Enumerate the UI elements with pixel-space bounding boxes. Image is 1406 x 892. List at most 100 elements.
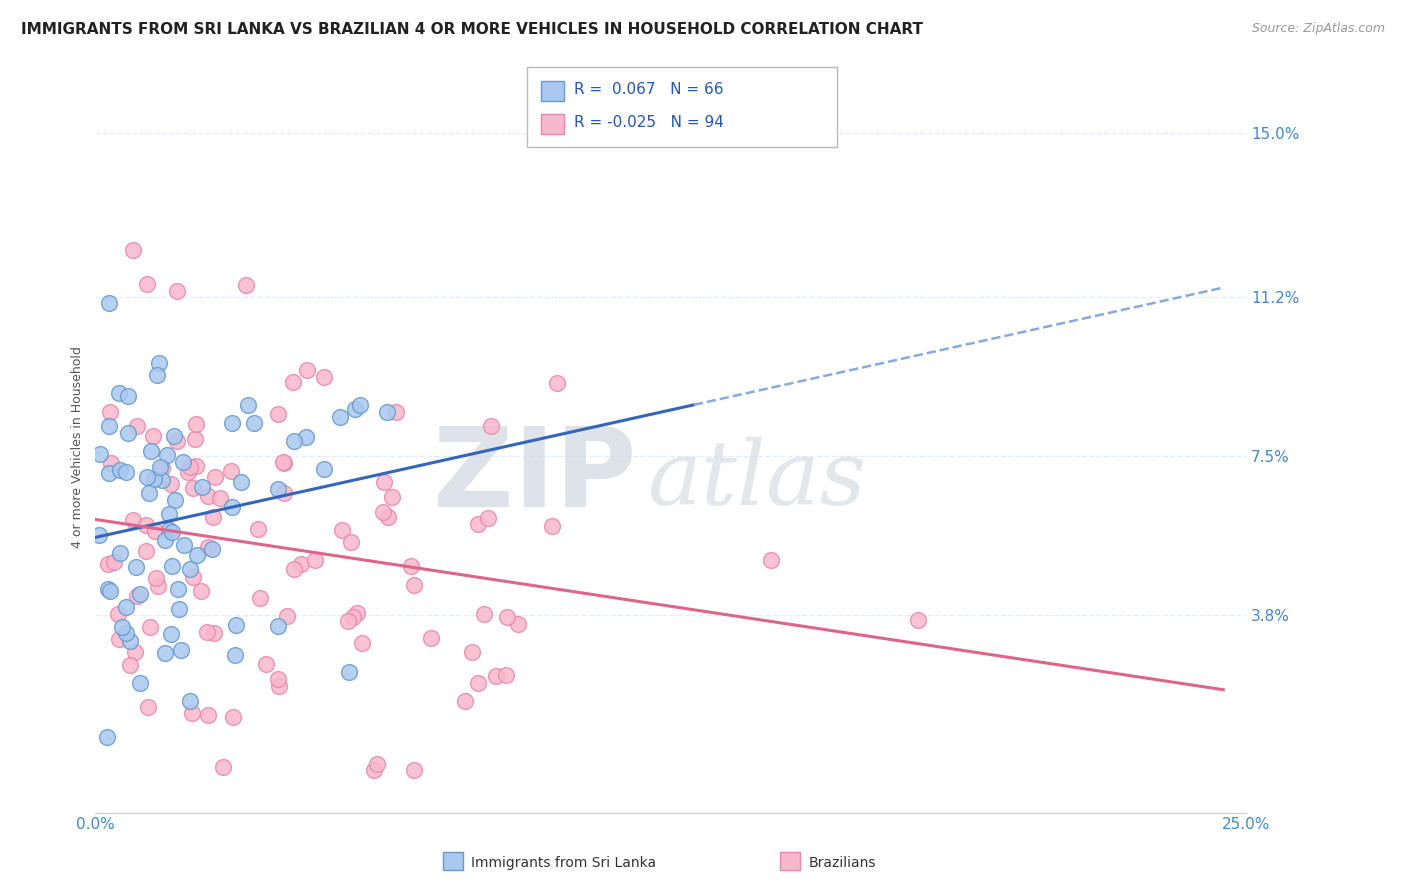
Point xyxy=(103,555,125,569)
Point xyxy=(477,510,499,524)
Point xyxy=(197,540,219,554)
Point xyxy=(163,429,186,443)
Point xyxy=(467,517,489,532)
Point xyxy=(162,524,184,539)
Point xyxy=(157,524,180,538)
Point xyxy=(181,481,204,495)
Point xyxy=(166,434,188,448)
Point xyxy=(98,296,121,310)
Point xyxy=(179,562,201,576)
Point xyxy=(190,584,212,599)
Point xyxy=(125,589,148,603)
Point xyxy=(496,609,519,624)
Point xyxy=(759,553,782,567)
Point xyxy=(97,466,120,480)
Point xyxy=(150,473,173,487)
Point xyxy=(276,609,298,624)
Point xyxy=(122,513,145,527)
Point xyxy=(495,667,517,681)
Point xyxy=(108,386,131,401)
Point xyxy=(98,405,121,419)
Point xyxy=(224,648,246,662)
Point xyxy=(120,657,142,672)
Point xyxy=(219,464,242,478)
Point xyxy=(145,571,167,585)
Point xyxy=(231,475,253,489)
Text: IMMIGRANTS FROM SRI LANKA VS BRAZILIAN 4 OR MORE VEHICLES IN HOUSEHOLD CORRELATI: IMMIGRANTS FROM SRI LANKA VS BRAZILIAN 4… xyxy=(21,22,924,37)
Point xyxy=(349,398,371,412)
Point xyxy=(221,500,243,515)
Point xyxy=(249,591,271,605)
Text: Source: ZipAtlas.com: Source: ZipAtlas.com xyxy=(1251,22,1385,36)
Point xyxy=(508,616,530,631)
Point xyxy=(267,619,290,633)
Point xyxy=(173,538,195,552)
Point xyxy=(402,763,425,777)
Point xyxy=(107,607,129,621)
Text: R =  0.067   N = 66: R = 0.067 N = 66 xyxy=(574,82,723,96)
Point xyxy=(97,558,120,572)
Point xyxy=(271,455,294,469)
Point xyxy=(402,578,425,592)
Point xyxy=(96,730,118,744)
Point xyxy=(254,657,277,671)
Point xyxy=(267,482,290,496)
Point xyxy=(181,570,204,584)
Point xyxy=(146,368,169,382)
Point xyxy=(366,756,388,771)
Point xyxy=(124,645,146,659)
Text: R = -0.025   N = 94: R = -0.025 N = 94 xyxy=(574,115,724,129)
Point xyxy=(98,583,121,598)
Point xyxy=(295,363,318,377)
Point xyxy=(179,460,201,475)
Point xyxy=(197,708,219,723)
Point xyxy=(141,444,163,458)
Point xyxy=(281,375,304,389)
Point xyxy=(290,557,312,571)
Point xyxy=(340,534,363,549)
Point xyxy=(167,582,190,597)
Point xyxy=(143,524,166,538)
Point xyxy=(342,610,364,624)
Point xyxy=(238,398,260,412)
Point xyxy=(108,632,131,647)
Point xyxy=(329,410,352,425)
Point xyxy=(179,694,201,708)
Point xyxy=(373,475,395,489)
Point xyxy=(246,522,269,536)
Point xyxy=(111,619,134,633)
Point xyxy=(344,401,367,416)
Point xyxy=(138,700,160,714)
Point xyxy=(153,647,176,661)
Point xyxy=(129,676,152,690)
Point xyxy=(142,472,165,486)
Point xyxy=(146,579,169,593)
Point xyxy=(204,470,226,484)
Point xyxy=(375,405,398,419)
Point xyxy=(479,419,502,434)
Point xyxy=(115,625,138,640)
Y-axis label: 4 or more Vehicles in Household: 4 or more Vehicles in Household xyxy=(72,346,84,549)
Point xyxy=(135,544,157,558)
Point xyxy=(184,459,207,474)
Point xyxy=(907,613,929,627)
Point xyxy=(153,533,176,547)
Point xyxy=(337,665,360,679)
Point xyxy=(221,416,243,430)
Point xyxy=(273,486,295,500)
Point xyxy=(155,448,177,462)
Point xyxy=(454,694,477,708)
Point xyxy=(122,244,145,258)
Point xyxy=(159,508,181,522)
Point xyxy=(381,491,404,505)
Point xyxy=(472,607,495,621)
Point xyxy=(149,459,172,474)
Text: atlas: atlas xyxy=(648,437,868,524)
Point xyxy=(461,645,484,659)
Point xyxy=(129,587,152,601)
Text: Brazilians: Brazilians xyxy=(808,855,876,870)
Point xyxy=(266,407,288,421)
Point xyxy=(191,480,214,494)
Point xyxy=(377,509,399,524)
Point xyxy=(110,463,132,477)
